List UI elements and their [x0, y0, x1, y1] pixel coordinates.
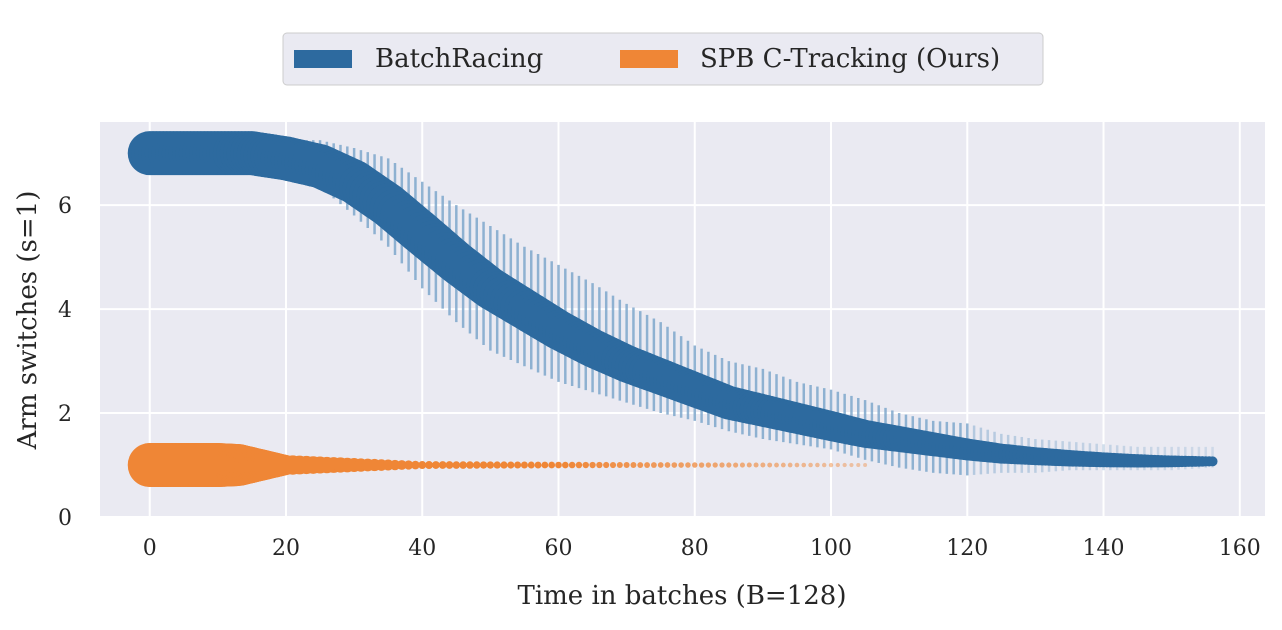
spb-c-tracking-marker	[541, 461, 549, 469]
spb-c-tracking-marker	[657, 462, 664, 468]
y-tick-label: 2	[58, 402, 72, 427]
batchracing-marker	[1207, 456, 1218, 467]
spb-c-tracking-marker	[787, 462, 793, 468]
spb-c-tracking-marker	[650, 462, 657, 468]
spb-c-tracking-marker	[630, 462, 637, 468]
spb-c-tracking-marker	[664, 462, 671, 468]
spb-c-tracking-marker	[774, 462, 779, 468]
spb-c-tracking-marker	[705, 462, 712, 468]
spb-c-tracking-marker	[637, 462, 644, 468]
spb-c-tracking-marker	[780, 462, 786, 468]
spb-c-tracking-marker	[828, 462, 834, 468]
spb-c-tracking-marker	[760, 462, 766, 468]
spb-c-tracking-marker	[835, 462, 840, 468]
spb-c-tracking-marker	[589, 461, 596, 469]
spb-c-tracking-marker	[575, 461, 583, 469]
spb-c-tracking-marker	[548, 461, 556, 469]
spb-c-tracking-marker	[473, 461, 481, 469]
spb-c-tracking-marker	[808, 462, 813, 468]
legend-label-batchracing: BatchRacing	[375, 44, 543, 74]
spb-c-tracking-marker	[726, 462, 732, 468]
spb-c-tracking-marker	[842, 462, 847, 468]
spb-c-tracking-marker	[438, 461, 447, 469]
y-tick-label: 6	[58, 194, 72, 219]
spb-c-tracking-marker	[821, 462, 827, 468]
legend-swatch-batchracing	[294, 50, 352, 68]
spb-c-tracking-marker	[527, 461, 535, 469]
spb-c-tracking-marker	[623, 462, 630, 469]
legend-label-spb-c-tracking: SPB C-Tracking (Ours)	[700, 44, 1000, 74]
spb-c-tracking-marker	[753, 462, 759, 468]
spb-c-tracking-marker	[685, 462, 691, 468]
spb-c-tracking-marker	[431, 461, 440, 469]
spb-c-tracking-marker	[801, 462, 807, 468]
spb-c-tracking-marker	[445, 461, 454, 469]
spb-c-tracking-marker	[678, 462, 684, 468]
spb-c-tracking-marker	[452, 461, 461, 469]
spb-c-tracking-marker	[500, 461, 508, 469]
x-axis-label: Time in batches (B=128)	[518, 581, 847, 611]
spb-c-tracking-marker	[698, 462, 705, 468]
spb-c-tracking-marker	[739, 462, 745, 468]
spb-c-tracking-marker	[459, 461, 467, 469]
spb-c-tracking-marker	[493, 461, 501, 469]
markers	[127, 131, 1218, 488]
spb-c-tracking-marker	[671, 462, 678, 468]
x-tick-label: 60	[545, 536, 573, 561]
y-tick-label: 4	[58, 298, 72, 323]
spb-c-tracking-marker	[582, 461, 589, 469]
spb-c-tracking-marker	[425, 461, 434, 469]
spb-c-tracking-marker	[863, 463, 868, 468]
spb-c-tracking-marker	[603, 461, 610, 469]
spb-c-tracking-marker	[815, 462, 820, 468]
x-tick-label: 100	[810, 536, 852, 561]
x-tick-labels: 0 20 40 60 80 100 120 140 160	[143, 536, 1261, 561]
spb-c-tracking-marker	[712, 462, 718, 468]
spb-c-tracking-marker	[767, 462, 773, 468]
spb-c-tracking-marker	[418, 461, 427, 470]
spb-c-tracking-marker	[396, 460, 407, 470]
y-tick-label: 0	[58, 506, 72, 531]
spb-c-tracking-marker	[856, 462, 861, 468]
spb-c-tracking-marker	[644, 462, 650, 468]
spb-c-tracking-marker	[596, 461, 603, 469]
spb-c-tracking-marker	[507, 461, 515, 469]
spb-c-tracking-marker	[794, 462, 800, 468]
y-tick-labels: 0 2 4 6	[58, 194, 72, 531]
y-axis-label: Arm switches (s=1)	[13, 191, 43, 451]
spb-c-tracking-marker	[466, 461, 474, 469]
spb-c-tracking-marker	[514, 461, 522, 469]
spb-c-tracking-marker	[404, 460, 414, 470]
x-tick-label: 120	[946, 536, 988, 561]
x-tick-label: 40	[408, 536, 436, 561]
spb-c-tracking-marker	[534, 461, 542, 469]
spb-c-tracking-marker	[486, 461, 495, 469]
spb-c-tracking-marker	[520, 461, 528, 469]
x-tick-label: 160	[1219, 536, 1261, 561]
spb-c-tracking-marker	[733, 462, 739, 468]
legend-swatch-spb-c-tracking	[620, 50, 678, 68]
spb-c-tracking-marker	[555, 461, 562, 469]
spb-c-tracking-marker	[568, 461, 576, 469]
spb-c-tracking-marker	[609, 461, 617, 469]
x-tick-label: 80	[681, 536, 709, 561]
spb-c-tracking-marker	[849, 462, 854, 468]
spb-c-tracking-marker	[411, 460, 420, 470]
x-tick-label: 0	[143, 536, 157, 561]
spb-c-tracking-marker	[719, 462, 725, 468]
x-tick-label: 20	[272, 536, 300, 561]
spb-c-tracking-marker	[746, 462, 752, 468]
spb-c-tracking-marker	[479, 461, 488, 469]
spb-c-tracking-marker	[389, 459, 401, 471]
x-tick-label: 140	[1083, 536, 1125, 561]
legend: BatchRacing SPB C-Tracking (Ours)	[282, 32, 1044, 86]
spb-c-tracking-marker	[692, 462, 698, 468]
spb-c-tracking-marker	[562, 461, 569, 469]
spb-c-tracking-marker	[616, 461, 623, 469]
